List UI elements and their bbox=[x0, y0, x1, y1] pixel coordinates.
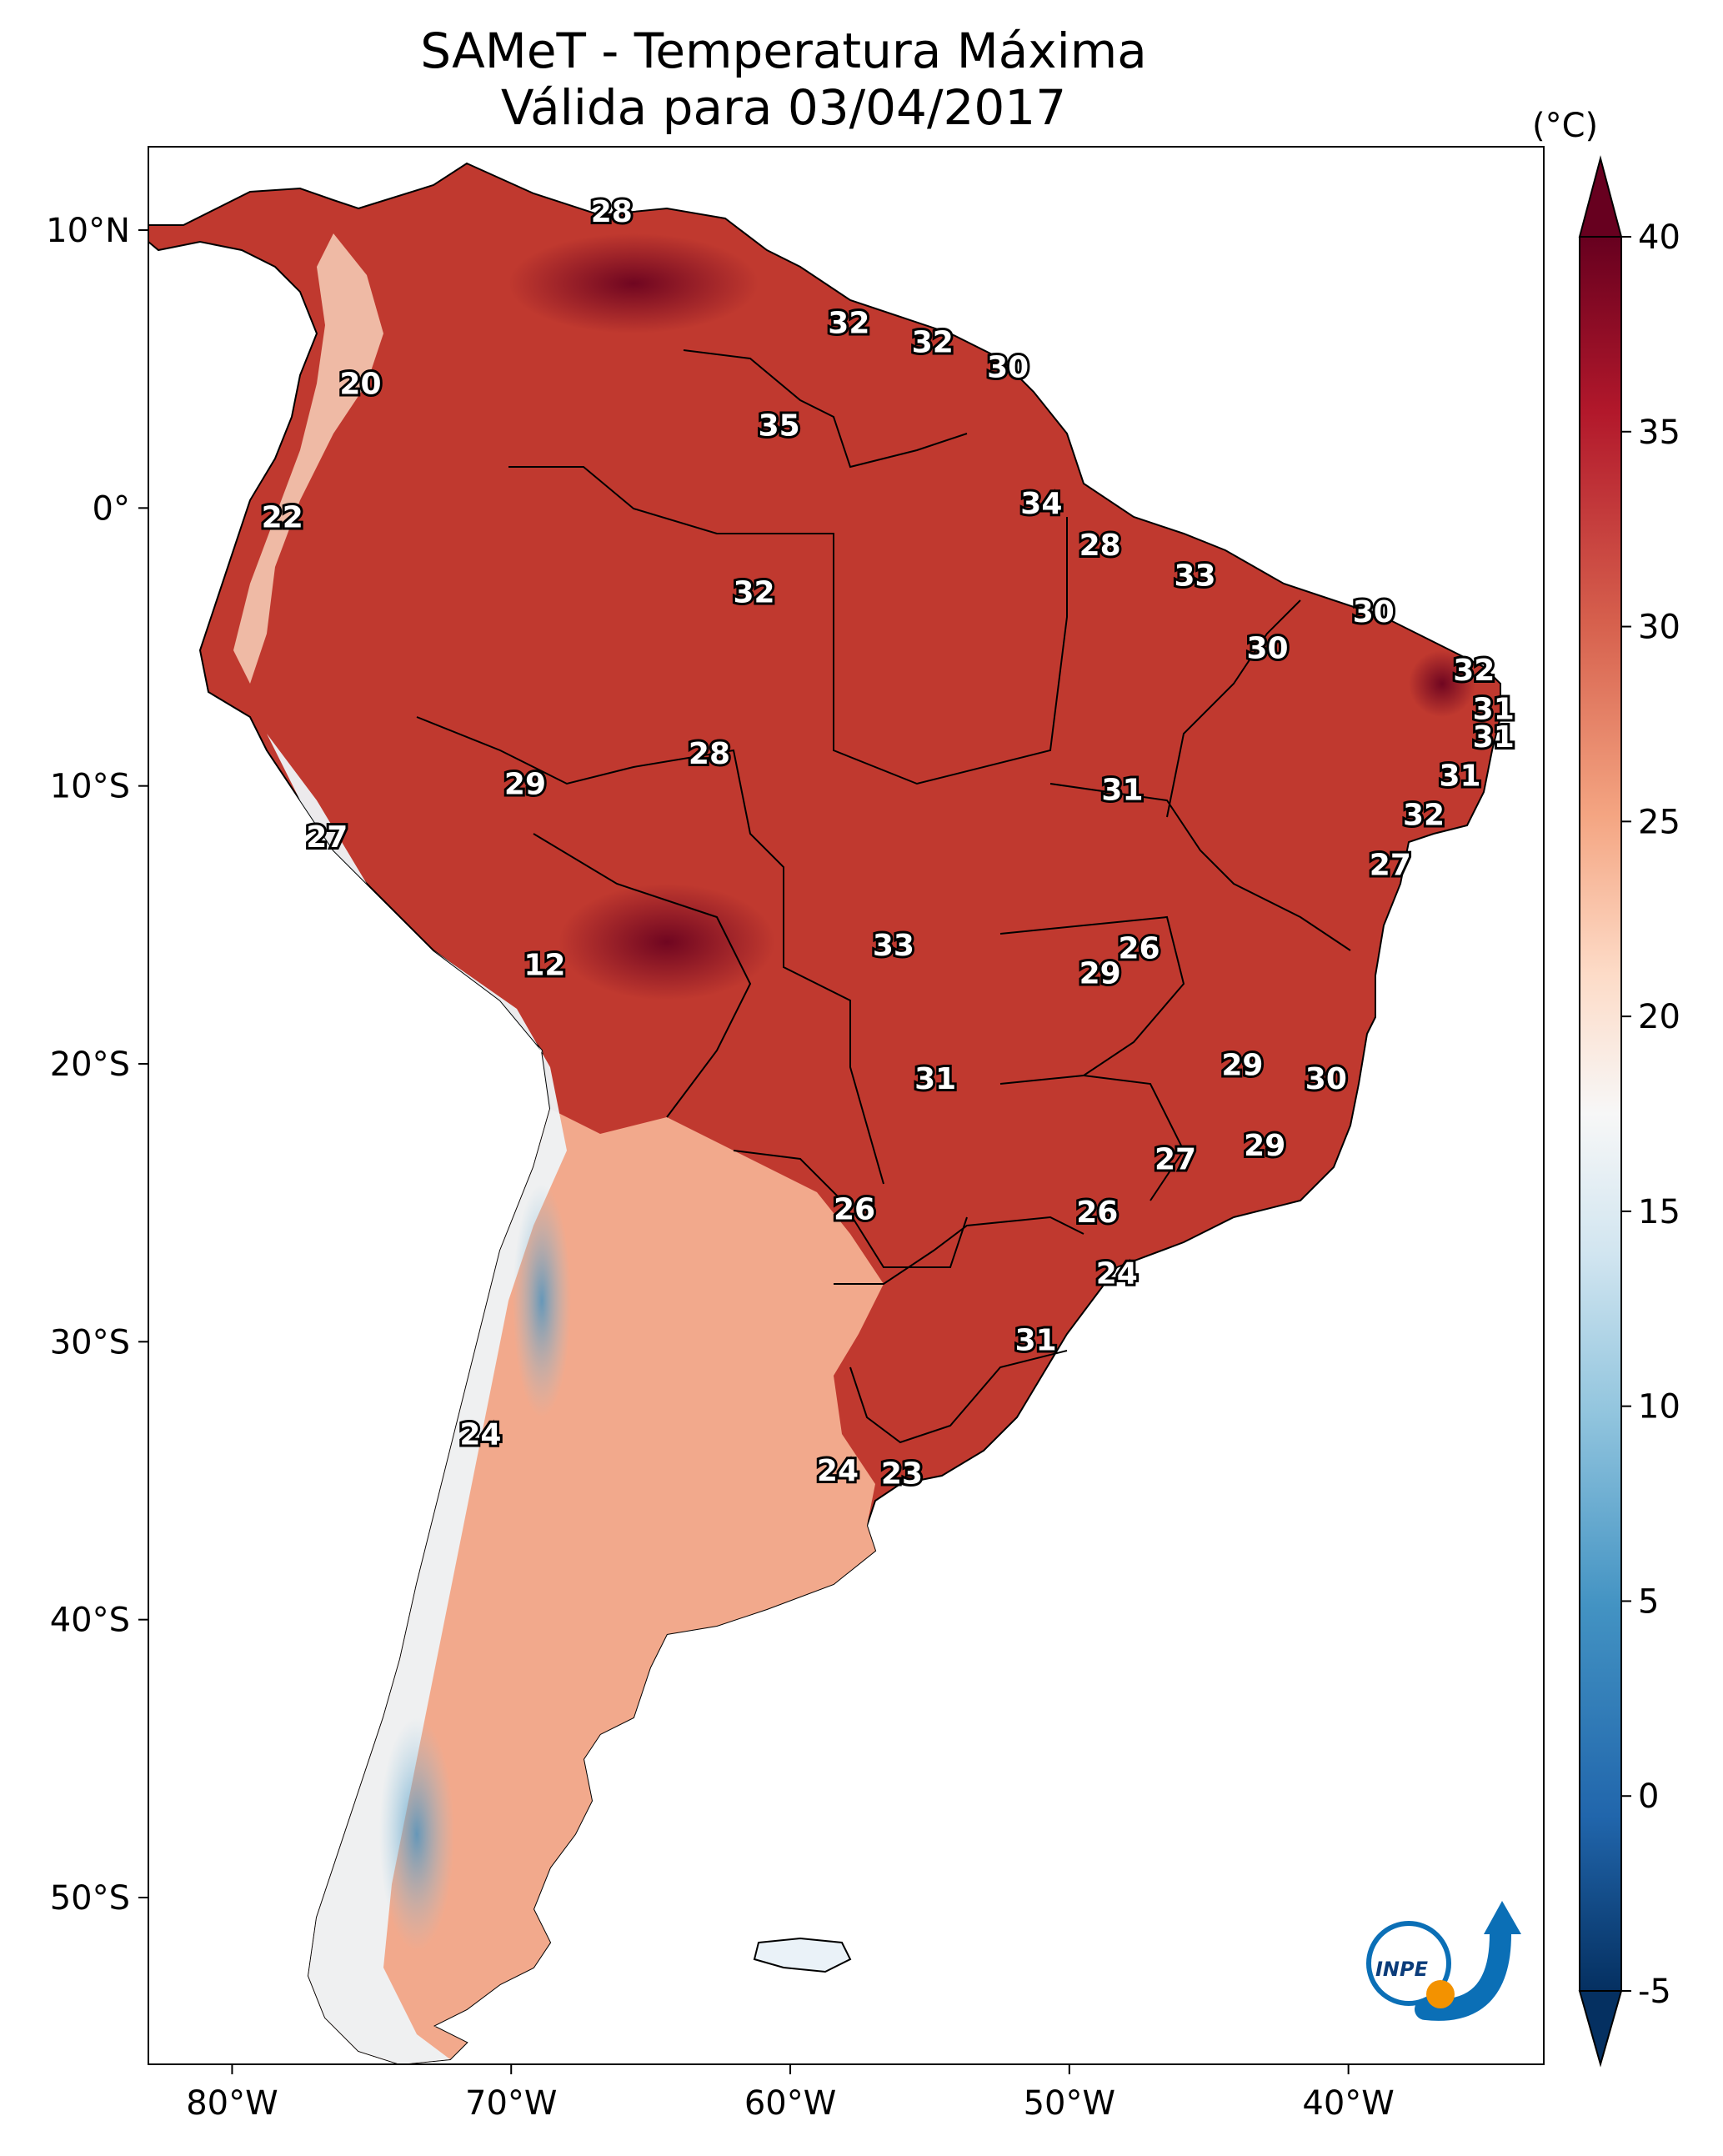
logo-text: INPE bbox=[1375, 1958, 1429, 1981]
colorbar-tick-label: 0 bbox=[1638, 1777, 1659, 1816]
temperature-label: 32 bbox=[1453, 654, 1495, 688]
colorbar-tick-label: 15 bbox=[1638, 1193, 1680, 1231]
temperature-label: 28 bbox=[689, 737, 730, 771]
logo-ring-icon bbox=[1366, 1921, 1451, 2006]
temperature-label: 29 bbox=[504, 768, 546, 802]
axis-layer: 80°W 70°W 60°W 50°W 40°W 10°N 0° 10°S 20°S 30°S 40… bbox=[46, 212, 1395, 2123]
temperature-label: 24 bbox=[1096, 1256, 1138, 1291]
colorbar-tick-label: -5 bbox=[1638, 1973, 1671, 2011]
temperature-label: 32 bbox=[828, 306, 869, 340]
colorbar-tick-label: 20 bbox=[1638, 998, 1680, 1036]
temperature-label: 26 bbox=[1076, 1196, 1118, 1230]
temperature-label: 31 bbox=[914, 1062, 956, 1096]
lon-tick-label: 40°W bbox=[1302, 2084, 1394, 2123]
temperature-label: 28 bbox=[1079, 529, 1121, 563]
temperature-label: 22 bbox=[262, 501, 303, 535]
temperature-label: 20 bbox=[339, 368, 381, 402]
temperature-label: 34 bbox=[1020, 487, 1062, 521]
coolspot-patagonia bbox=[379, 1717, 454, 1951]
hotspot-paraiba bbox=[1409, 650, 1475, 717]
colorbar-lower-extend bbox=[1578, 1990, 1623, 2068]
temperature-label: 33 bbox=[873, 929, 914, 963]
temperature-label: 27 bbox=[1155, 1143, 1196, 1177]
lat-tick-label: 50°S bbox=[50, 1879, 130, 1918]
colorbar-tick-label: 30 bbox=[1638, 609, 1680, 647]
colorbar-tick-label: 25 bbox=[1638, 803, 1680, 841]
inpe-logo: INPE bbox=[1366, 1901, 1521, 2021]
colorbar-bar bbox=[1579, 236, 1622, 1992]
colorbar-tick-label: 10 bbox=[1638, 1388, 1680, 1426]
colorbar-upper-extend bbox=[1578, 155, 1623, 238]
colorbar-tick-label: 35 bbox=[1638, 414, 1680, 452]
lon-tick-label: 70°W bbox=[465, 2084, 557, 2123]
lat-tick-label: 20°S bbox=[50, 1045, 130, 1084]
hotspot-bolivia bbox=[558, 884, 775, 1000]
lat-tick-label: 0° bbox=[93, 489, 130, 528]
logo-arc-icon bbox=[1415, 1923, 1511, 2021]
colorbar: 40 35 30 25 20 15 10 5 0 -5 bbox=[1578, 155, 1680, 2068]
lat-tick-label: 10°S bbox=[50, 768, 130, 806]
map-title: SAMeT - Temperatura Máxima bbox=[420, 23, 1147, 79]
temperature-label: 31 bbox=[1473, 720, 1515, 755]
temperature-label: 12 bbox=[523, 948, 565, 982]
lon-tick-label: 80°W bbox=[186, 2084, 278, 2123]
temperature-label: 26 bbox=[834, 1193, 875, 1227]
temperature-label: 30 bbox=[1246, 631, 1288, 665]
lat-tick-label: 10°N bbox=[46, 212, 130, 250]
logo-arrow-icon bbox=[1484, 1901, 1521, 1934]
temperature-label: 29 bbox=[1244, 1129, 1285, 1163]
temperature-label: 24 bbox=[459, 1418, 501, 1452]
temperature-label: 29 bbox=[1221, 1048, 1263, 1082]
map-frame bbox=[148, 146, 1545, 2065]
map-subtitle: Válida para 03/04/2017 bbox=[500, 79, 1067, 136]
temperature-label: 31 bbox=[1015, 1323, 1057, 1357]
colorbar-tick-label: 5 bbox=[1638, 1582, 1659, 1621]
temperature-label: 26 bbox=[1118, 931, 1160, 965]
temperature-label: 35 bbox=[759, 409, 800, 444]
colorbar-ticks: 40 35 30 25 20 15 10 5 0 -5 bbox=[1621, 218, 1680, 2011]
temperature-label: 30 bbox=[987, 351, 1029, 385]
temperature-label: 33 bbox=[1174, 559, 1215, 594]
temperature-label: 32 bbox=[733, 576, 774, 610]
colorbar-tick-label: 40 bbox=[1638, 218, 1680, 257]
temperature-label: 32 bbox=[912, 326, 954, 360]
temperature-label: 31 bbox=[1473, 693, 1515, 727]
lat-tick-label: 40°S bbox=[50, 1602, 130, 1640]
coolspot-central-andes bbox=[513, 1184, 571, 1417]
temperature-label: 32 bbox=[1403, 798, 1445, 832]
hotspot-venezuela bbox=[508, 233, 759, 333]
temperature-label: 31 bbox=[1101, 773, 1143, 807]
temperature-label: 30 bbox=[1305, 1062, 1347, 1096]
temperature-label: 23 bbox=[881, 1457, 923, 1491]
colorbar-unit-label: (°C) bbox=[1532, 107, 1599, 145]
falkland-islands bbox=[753, 1937, 852, 1973]
temperature-label: 27 bbox=[1370, 848, 1411, 882]
lon-tick-label: 50°W bbox=[1024, 2084, 1115, 2123]
logo-sun-icon bbox=[1426, 1980, 1455, 2008]
temperature-label: 31 bbox=[1440, 760, 1481, 794]
north-andes-cool-band bbox=[233, 233, 383, 684]
lat-tick-label: 30°S bbox=[50, 1323, 130, 1361]
temperature-label: 29 bbox=[1079, 956, 1121, 990]
country-borders bbox=[416, 349, 1351, 1444]
temperature-label: 27 bbox=[306, 820, 348, 855]
temperature-label: 30 bbox=[1353, 595, 1395, 629]
temperature-label: 28 bbox=[591, 195, 633, 229]
lon-tick-label: 60°W bbox=[744, 2084, 836, 2123]
temperature-label: 24 bbox=[817, 1454, 859, 1488]
